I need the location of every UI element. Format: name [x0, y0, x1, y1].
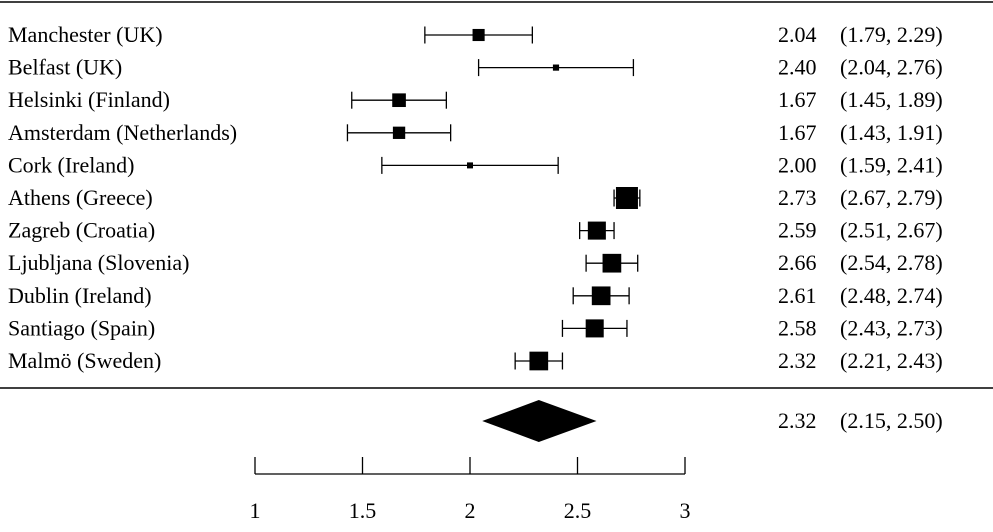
study-row: Santiago (Spain) 2.58 (2.43, 2.73) [8, 315, 943, 340]
estimate-box [615, 187, 638, 209]
estimate-label: 2.73 [778, 185, 817, 210]
estimate-box [392, 93, 406, 108]
estimate-label: 2.66 [778, 250, 817, 275]
estimate-label: 2.61 [778, 283, 817, 308]
study-label: Dublin (Ireland) [8, 283, 152, 308]
x-tick-label: 2.5 [564, 498, 592, 523]
estimate-label: 1.67 [778, 120, 817, 145]
ci-label: (2.43, 2.73) [840, 315, 943, 340]
study-row: Helsinki (Finland) 1.67 (1.45, 1.89) [8, 87, 943, 112]
study-row: Belfast (UK) 2.40 (2.04, 2.76) [8, 55, 943, 80]
estimate-label: 2.59 [778, 218, 817, 243]
study-label: Malmö (Sweden) [8, 348, 161, 373]
x-axis: 1 1.5 2 2.5 3 [250, 457, 691, 523]
study-label: Santiago (Spain) [8, 315, 155, 340]
estimate-label: 2.00 [778, 152, 817, 177]
study-row: Cork (Ireland) 2.00 (1.59, 2.41) [8, 152, 943, 177]
study-rows: Manchester (UK) 2.04 (1.79, 2.29) Belfast (… [8, 22, 943, 373]
estimate-box [602, 253, 622, 273]
study-row: Manchester (UK) 2.04 (1.79, 2.29) [8, 22, 943, 47]
estimate-box [472, 28, 485, 42]
ci-label: (1.59, 2.41) [840, 152, 943, 177]
estimate-box [392, 126, 406, 139]
x-tick-label: 1 [250, 498, 261, 523]
estimate-box [467, 162, 473, 169]
ci-label: (2.51, 2.67) [840, 218, 943, 243]
ci-label: (1.79, 2.29) [840, 22, 943, 47]
estimate-box [529, 351, 549, 371]
study-label: Belfast (UK) [8, 55, 122, 80]
study-row: Dublin (Ireland) 2.61 (2.48, 2.74) [8, 283, 943, 308]
study-row: Ljubljana (Slovenia) 2.66 (2.54, 2.78) [8, 250, 943, 275]
study-label: Zagreb (Croatia) [8, 218, 155, 243]
estimate-box [587, 221, 606, 240]
study-label: Helsinki (Finland) [8, 87, 170, 112]
x-tick-label: 3 [680, 498, 691, 523]
estimate-label: 2.32 [778, 348, 817, 373]
study-row: Amsterdam (Netherlands) 1.67 (1.43, 1.91) [8, 120, 943, 145]
study-row: Zagreb (Croatia) 2.59 (2.51, 2.67) [8, 218, 943, 243]
ci-label: (2.48, 2.74) [840, 283, 943, 308]
estimate-label: 1.67 [778, 87, 817, 112]
ci-label: (2.21, 2.43) [840, 348, 943, 373]
study-label: Cork (Ireland) [8, 152, 134, 177]
ci-label: (2.54, 2.78) [840, 250, 943, 275]
ci-label: (1.43, 1.91) [840, 120, 943, 145]
study-row: Athens (Greece) 2.73 (2.67, 2.79) [8, 185, 943, 210]
study-row: Malmö (Sweden) 2.32 (2.21, 2.43) [8, 348, 943, 373]
summary-diamond [482, 400, 597, 442]
estimate-box [585, 319, 604, 338]
estimate-label: 2.04 [778, 22, 817, 47]
estimate-box [591, 286, 611, 306]
study-label: Athens (Greece) [8, 185, 153, 210]
study-label: Manchester (UK) [8, 22, 163, 47]
ci-label: (2.04, 2.76) [840, 55, 943, 80]
estimate-label: 2.40 [778, 55, 817, 80]
summary-estimate-label: 2.32 [778, 408, 817, 433]
ci-label: (1.45, 1.89) [840, 87, 943, 112]
study-label: Amsterdam (Netherlands) [8, 120, 237, 145]
summary-ci-label: (2.15, 2.50) [840, 408, 943, 433]
ci-label: (2.67, 2.79) [840, 185, 943, 210]
x-tick-label: 2 [465, 498, 476, 523]
summary-row: 2.32 (2.15, 2.50) [482, 400, 943, 442]
estimate-label: 2.58 [778, 315, 817, 340]
study-label: Ljubljana (Slovenia) [8, 250, 189, 275]
x-tick-label: 1.5 [349, 498, 377, 523]
estimate-box [552, 64, 560, 71]
